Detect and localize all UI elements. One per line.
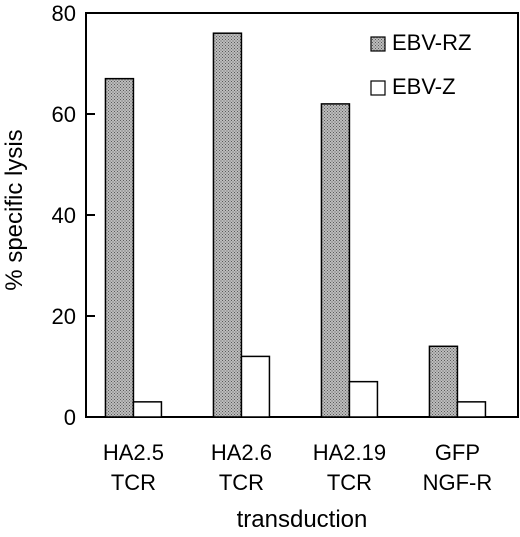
bar-ebv-z-1 — [240, 355, 271, 418]
x-tick-label: TCR — [327, 470, 372, 495]
legend-swatch-ebv-rz — [370, 36, 386, 52]
x-tick-label: NGF-R — [423, 470, 493, 495]
x-tick-label: TCR — [111, 470, 156, 495]
y-axis-title: % specific lysis — [1, 129, 28, 290]
x-tick-label: HA2.6 — [211, 440, 272, 465]
y-tick-label: 0 — [64, 405, 76, 430]
x-tick-label: HA2.19 — [313, 440, 386, 465]
x-tick-label: HA2.5 — [103, 440, 164, 465]
y-tick-label: 80 — [52, 1, 76, 26]
legend-label-ebv-rz: EBV-RZ — [392, 30, 471, 55]
y-tick-label: 40 — [52, 203, 76, 228]
bar-ebv-z-3 — [456, 401, 487, 418]
bar-ebv-rz-2 — [320, 103, 351, 418]
bars — [104, 32, 487, 418]
x-axis-title: transduction — [237, 506, 368, 533]
x-axis: HA2.5 TCR HA2.6 TCR HA2.19 TCR GFP NGF-R — [103, 440, 492, 495]
x-tick-label: TCR — [219, 470, 264, 495]
bar-ebv-z-2 — [348, 380, 379, 418]
y-tick-label: 20 — [52, 304, 76, 329]
bar-ebv-rz-0 — [104, 77, 135, 418]
x-tick-label: GFP — [435, 440, 480, 465]
legend-label-ebv-z: EBV-Z — [392, 74, 456, 99]
y-axis: 0 20 40 60 80 — [52, 1, 95, 430]
legend: EBV-RZ EBV-Z — [370, 30, 471, 99]
bar-ebv-rz-3 — [428, 345, 459, 418]
bar-ebv-z-0 — [132, 401, 163, 418]
y-tick-label: 60 — [52, 102, 76, 127]
legend-swatch-ebv-z — [370, 80, 386, 96]
bar-ebv-rz-1 — [212, 32, 243, 418]
